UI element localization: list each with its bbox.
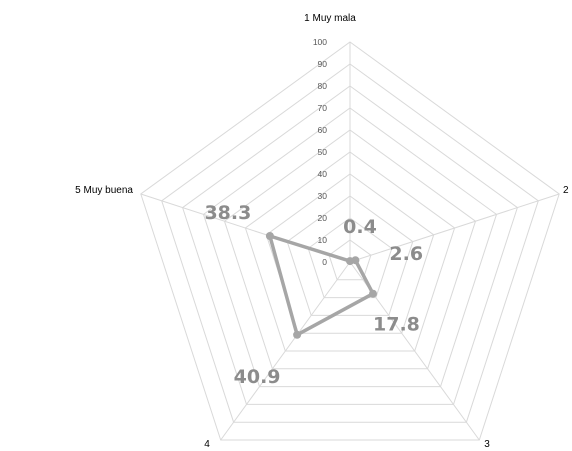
- grid-ring-30: [286, 195, 414, 316]
- category-label-4: 4: [204, 439, 210, 450]
- category-label-1: 1 Muy mala: [304, 13, 356, 24]
- grid-ring-90: [161, 63, 539, 423]
- data-point-4: [293, 330, 302, 339]
- grid-ring-10: [328, 239, 372, 281]
- data-label-5: 38.3: [204, 202, 251, 224]
- grid-ring-70: [202, 107, 498, 388]
- axis-spoke-4: [220, 261, 351, 441]
- tick-label-90: 90: [318, 59, 328, 69]
- series-markers: [265, 232, 377, 339]
- series-line: [268, 234, 375, 337]
- tick-label-10: 10: [318, 235, 328, 245]
- grid-ring-40: [265, 173, 435, 334]
- category-label-5: 5 Muy buena: [75, 185, 133, 196]
- axis-spoke-2: [349, 193, 560, 263]
- tick-label-70: 70: [318, 103, 328, 113]
- grid-ring-100: [140, 41, 560, 441]
- series-layer: [268, 234, 375, 337]
- data-labels: 0.4 2.6 17.8 40.9 38.3: [204, 202, 423, 388]
- radial-tick-labels: 0 10 20 30 40 50 60 70 80 90 100: [313, 37, 327, 267]
- data-point-5: [265, 232, 274, 240]
- tick-label-0: 0: [322, 257, 327, 267]
- category-label-2: 2: [563, 185, 569, 196]
- data-label-4: 40.9: [234, 366, 281, 388]
- radar-grid: [140, 41, 560, 441]
- category-label-3: 3: [484, 439, 490, 450]
- grid-ring-80: [182, 85, 518, 405]
- tick-label-50: 50: [318, 147, 328, 157]
- tick-label-100: 100: [313, 37, 327, 47]
- tick-label-30: 30: [318, 191, 328, 201]
- grid-ring-20: [307, 217, 393, 299]
- grid-ring-50: [244, 151, 456, 352]
- data-point-3: [369, 289, 377, 298]
- data-label-1: 0.4: [343, 216, 377, 238]
- data-label-3: 17.8: [373, 314, 420, 336]
- tick-label-20: 20: [318, 213, 328, 223]
- data-point-2: [351, 256, 360, 265]
- grid-ring-60: [223, 129, 477, 370]
- tick-label-60: 60: [318, 125, 328, 135]
- radar-spokes: [140, 42, 560, 441]
- tick-label-40: 40: [318, 169, 328, 179]
- tick-label-80: 80: [318, 81, 328, 91]
- data-label-2: 2.6: [389, 243, 423, 265]
